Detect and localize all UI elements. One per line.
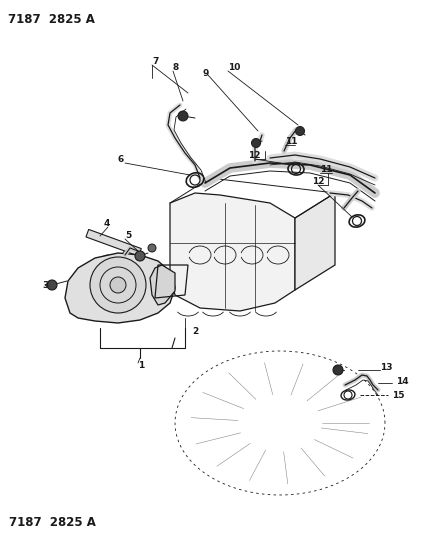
Text: 12: 12 [248, 150, 261, 159]
Text: 14: 14 [396, 376, 409, 385]
Circle shape [110, 277, 126, 293]
Polygon shape [150, 265, 175, 305]
Text: 8: 8 [173, 62, 179, 71]
Circle shape [148, 244, 156, 252]
Circle shape [90, 257, 146, 313]
Circle shape [47, 280, 57, 290]
Text: 3: 3 [42, 280, 48, 289]
Circle shape [135, 251, 145, 261]
Circle shape [333, 365, 343, 375]
Text: 5: 5 [125, 230, 131, 239]
Text: 7187  2825 A: 7187 2825 A [9, 516, 95, 529]
Circle shape [252, 139, 261, 148]
Text: 7: 7 [152, 56, 158, 66]
Polygon shape [170, 193, 295, 311]
Polygon shape [295, 193, 335, 290]
Text: 1: 1 [138, 360, 144, 369]
Text: 9: 9 [203, 69, 209, 77]
Text: 11: 11 [320, 165, 333, 174]
Text: 11: 11 [285, 136, 297, 146]
Text: 12: 12 [312, 176, 324, 185]
Circle shape [178, 111, 188, 121]
Text: 6: 6 [118, 155, 124, 164]
Polygon shape [86, 229, 141, 256]
Text: 7187  2825 A: 7187 2825 A [8, 13, 95, 26]
Text: 13: 13 [380, 362, 392, 372]
Polygon shape [65, 253, 175, 323]
Text: 2: 2 [192, 327, 198, 335]
Text: 10: 10 [228, 62, 241, 71]
Text: 4: 4 [104, 219, 110, 228]
Text: 15: 15 [392, 391, 404, 400]
Circle shape [295, 126, 304, 135]
